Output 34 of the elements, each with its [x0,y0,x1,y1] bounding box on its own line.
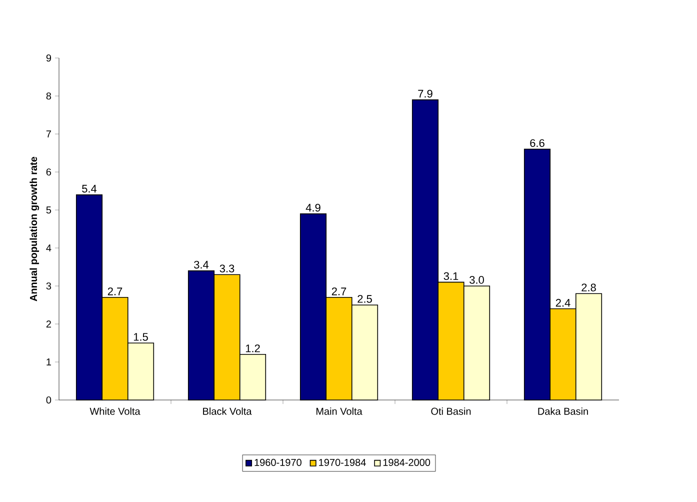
data-label: 6.6 [530,139,544,147]
data-label: 3.3 [220,264,234,272]
y-tick-label: 3 [46,282,52,290]
data-label: 2.5 [358,295,372,303]
legend-label: 1960-1970 [254,458,302,466]
data-label: 1.5 [134,333,148,341]
data-label: 3.1 [444,272,458,280]
y-tick-label: 7 [46,130,51,138]
data-label: 2.8 [582,284,596,292]
data-label: 7.9 [418,90,432,98]
y-tick-label: 0 [46,396,52,404]
y-tick-label: 5 [46,206,52,214]
x-tick-label: White Volta [90,408,140,415]
y-tick-label: 9 [46,54,52,62]
x-tick-label: Main Volta [316,408,362,415]
data-label: 1.2 [246,344,260,352]
x-tick-label: Oti Basin [431,408,471,415]
data-label: 3.0 [470,276,484,284]
legend-label: 1984-2000 [383,458,430,466]
y-tick-label: 4 [46,244,52,252]
data-label: 4.9 [306,204,320,212]
data-label: 3.4 [194,260,209,269]
x-tick-label: Black Volta [203,408,252,415]
data-label: 2.4 [556,298,570,307]
y-tick-label: 6 [46,168,52,176]
y-tick-label: 2 [46,320,51,328]
data-label: 2.7 [332,288,346,296]
y-axis-title: Annual population growth rate [30,156,40,302]
legend-label: 1970-1984 [319,458,366,466]
y-tick-label: 8 [46,92,52,100]
y-tick-label: 1 [46,358,51,366]
data-label: 2.7 [108,288,122,296]
x-tick-label: Daka Basin [538,408,588,415]
data-label: 5.4 [82,184,97,193]
